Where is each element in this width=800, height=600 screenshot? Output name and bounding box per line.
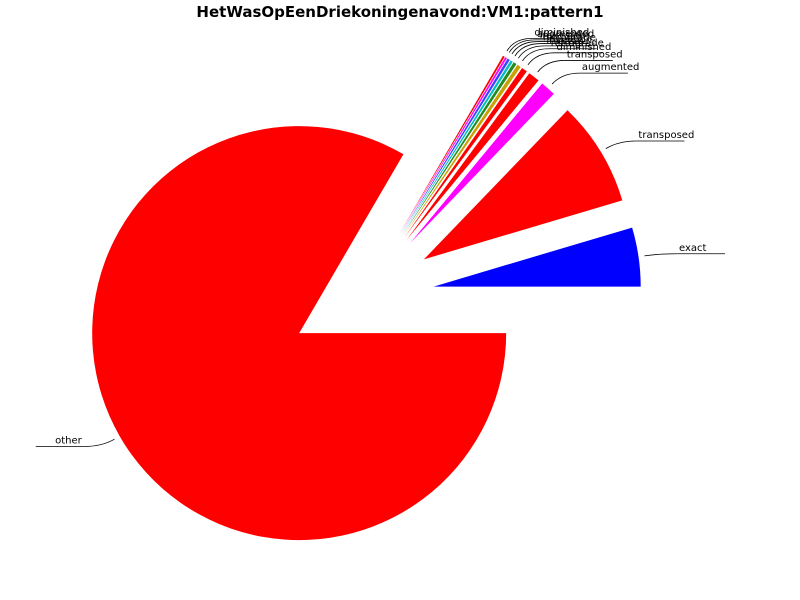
pie-label-leader <box>506 38 533 52</box>
pie-label-leader <box>527 52 555 65</box>
pie-label-other: other <box>55 436 83 447</box>
pie-slice-transposed <box>406 73 539 240</box>
pie-label-exact: exact <box>679 243 707 254</box>
pie-label-leader <box>605 140 637 149</box>
pie-slice-retrograde <box>402 64 521 238</box>
chart-title: HetWasOpEenDriekoningenavond:VM1:pattern… <box>196 3 604 21</box>
pie-slice-diminished <box>398 55 505 235</box>
pie-label-augmented: augmented <box>537 29 594 40</box>
pie-label-transposed: transposed <box>567 49 623 60</box>
pie-label-inversion: inversion <box>540 31 586 42</box>
pie-slice-retrograde <box>400 60 513 236</box>
pie-slice-augmented <box>399 57 507 235</box>
pie-slice-augmented <box>410 83 554 243</box>
pie-label-leader <box>522 48 549 62</box>
pie-label-leader <box>83 438 115 447</box>
pie-slice-diminished <box>404 67 527 239</box>
pie-slice-other <box>92 126 507 541</box>
pie-slice-transposed <box>423 110 623 260</box>
pie-label-leader <box>644 253 678 257</box>
pie-label-leader <box>518 45 545 59</box>
pie-label-leader <box>551 72 580 85</box>
pie-label-leader <box>514 43 541 57</box>
pie-label-leader <box>537 60 565 73</box>
pie-slice-inversion <box>400 58 510 236</box>
pie-slice-exact <box>433 227 641 287</box>
pie-label-diminished: diminished <box>534 27 589 38</box>
pie-label-leader <box>511 41 538 55</box>
pie-label-transposed: transposed <box>638 130 694 141</box>
pie-label-diminished: diminished <box>557 42 612 53</box>
pie-slice-inversion <box>401 62 517 237</box>
pie-label-inversion: inversion <box>546 35 592 46</box>
pie-label-leader <box>508 39 535 53</box>
pie-label-augmented: augmented <box>582 62 639 73</box>
